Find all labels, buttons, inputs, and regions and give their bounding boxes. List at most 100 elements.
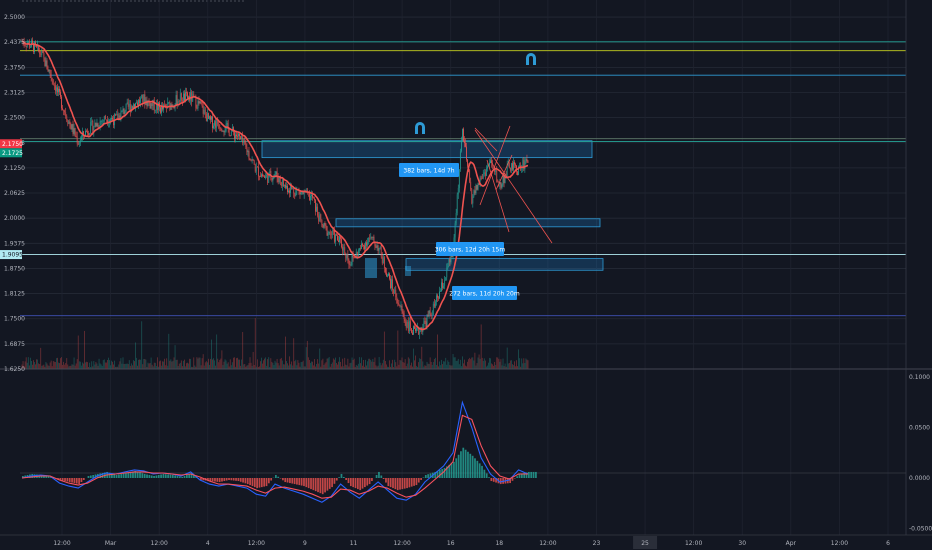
volume-bar [260,361,261,369]
histogram-bar [111,473,113,479]
candle-body [177,101,179,106]
candle-body [47,69,49,72]
volume-bar [422,361,424,369]
histogram-bar [476,460,479,479]
macd-tick-label: 0.1000 [909,374,930,381]
volume-bar [108,357,109,369]
candle-body [477,183,479,190]
volume-bar [154,362,156,369]
candle-body [120,111,122,121]
volume-bar [55,358,57,369]
volume-bar [160,360,161,369]
histogram-bar [282,478,284,481]
histogram-bar [275,474,277,479]
histogram-bar [263,478,266,487]
volume-bar [303,366,305,369]
volume-bar [437,334,438,369]
candle-body [142,94,144,103]
histogram-bar [136,471,139,479]
volume-bar [371,361,373,369]
volume-bar [114,360,116,369]
histogram-bar [143,473,146,479]
candle-body [88,133,89,136]
volume-bar [296,365,298,369]
candle-body [24,44,26,46]
histogram-bar [338,477,340,479]
candle-body [436,295,437,302]
histogram-bar [258,478,261,488]
volume-bar [368,358,370,369]
volume-bar [304,366,306,369]
volume-bar [105,362,107,369]
price-pane[interactable]: 382 bars, 14d 7h 306 bars, 12d 20h 15m 2… [20,37,906,369]
candle-body [513,162,514,170]
histogram-bar [235,478,237,481]
candle-body [186,92,187,93]
volume-bar [234,357,235,369]
candle-body [175,95,177,106]
marker-box [365,258,377,278]
volume-bar [256,359,258,369]
volume-bar [224,359,226,369]
macd-pane[interactable] [20,400,906,503]
volume-bar [29,357,31,369]
histogram-bar [364,478,366,488]
time-axis[interactable]: 12:00 Mar 12:00 4 12:00 9 11 12:00 16 18 12:00 23 25… [53,536,890,549]
volume-bar [59,363,60,369]
candle-body [269,170,271,173]
candle-body [339,236,340,242]
magnet-icon[interactable] [526,53,536,65]
volume-bar [219,359,221,369]
volume-bar [43,364,45,369]
candle-body [224,131,226,133]
candle-body [152,99,154,107]
candle-body [504,174,506,183]
candle-body [87,131,88,134]
measure-label-3[interactable]: 272 bars, 11d 20h 20m [449,286,520,300]
volume-bar [84,330,85,369]
candle-body [340,236,341,239]
volume-bar [253,364,255,369]
candle-body [317,206,319,216]
volume-bar [249,357,251,369]
candle-body [337,235,338,241]
candle-body [29,46,31,48]
candle-body [112,117,113,120]
histogram-bar [174,475,177,479]
measure-label-2[interactable]: 306 bars, 12d 20h 15m [435,242,506,256]
candle-body [519,165,521,167]
time-label: 11 [350,540,358,547]
candle-body [278,177,280,183]
candle-body [251,159,253,161]
volume-bar [398,364,400,369]
volume-bar [51,366,53,369]
volume-bar [507,363,509,369]
volume-bar [289,356,290,369]
candle-body [279,177,281,183]
volume-bar [329,366,331,369]
candle-body [176,95,178,106]
candle-body [329,231,331,235]
volume-bar [355,364,357,369]
volume-bar [310,362,311,369]
time-label: 25 [641,540,649,547]
candle-body [242,136,244,143]
volume-bar [79,361,81,369]
zone-rect [261,140,593,159]
price-axis[interactable]: 2.50002.43752.37502.31252.25002.18752.12… [4,14,25,373]
histogram-bar [453,461,455,479]
volume-bar [475,365,477,369]
measure-label-1[interactable]: 382 bars, 14d 7h [399,163,459,177]
macd-axis[interactable]: 0.1000 0.0500 0.0000 -0.0500 [909,374,932,532]
candle-body [79,140,81,143]
magnet-icon[interactable] [415,122,425,134]
candle-body [249,158,251,161]
candle-body [50,74,52,79]
volume-bar [491,363,492,369]
candle-body [310,195,311,201]
time-label: 18 [495,540,503,547]
candle-body [406,321,408,328]
volume-bars [21,318,529,369]
candle-body [71,124,73,130]
candle-body [104,116,106,120]
